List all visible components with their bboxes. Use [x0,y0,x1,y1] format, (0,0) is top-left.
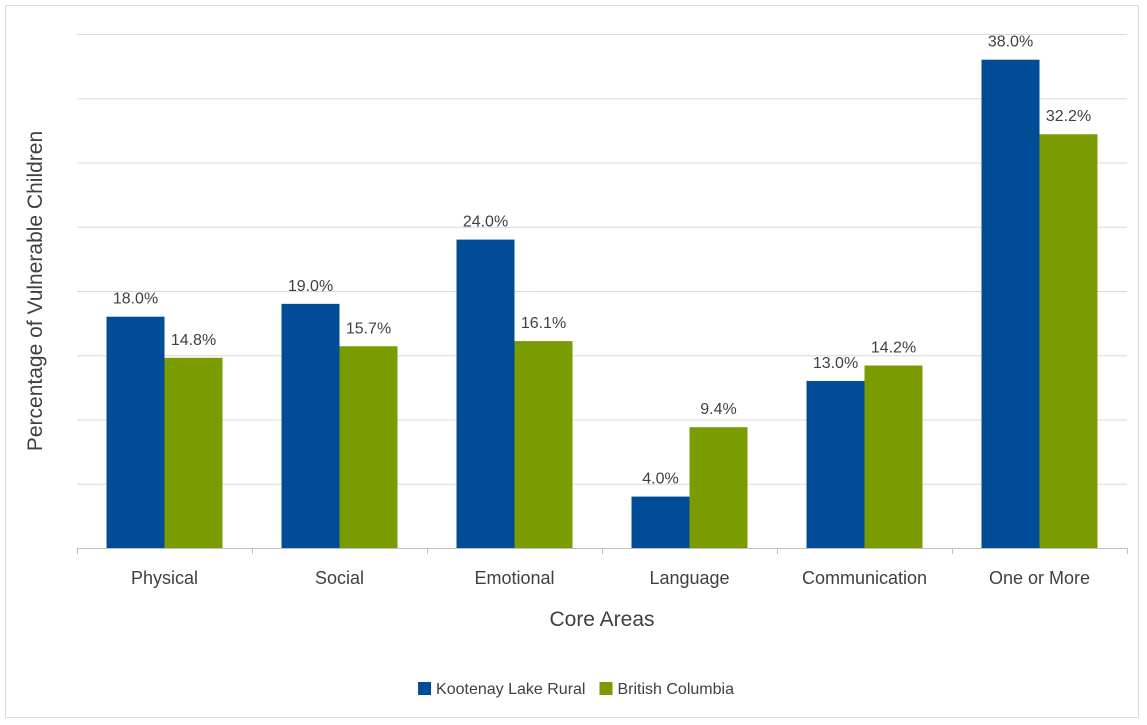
bar [281,303,340,548]
data-label: 14.8% [171,332,216,349]
data-label: 13.0% [813,355,858,372]
bar-chart: 18.0% 14.8% 19.0% 15.7% 24.0% 16.1% 4.0% 9.4% 13… [24,34,1128,698]
legend-label: Kootenay Lake Rural [436,681,585,698]
x-tick-label: Language [649,568,729,588]
legend-swatch [418,682,432,695]
y-gridlines [77,34,1127,485]
data-label: 32.2% [1046,108,1091,125]
x-tick-label: Social [315,568,364,588]
bar [864,365,923,548]
data-label: 16.1% [521,315,566,332]
x-tick-label: Communication [802,568,927,588]
legend-swatch [599,682,613,695]
bars [106,59,1098,549]
legend-item: British Columbia [599,681,734,698]
data-label: 15.7% [346,320,391,337]
x-tick-label: One or More [989,568,1090,588]
legend-label: British Columbia [617,681,734,698]
legend-item: Kootenay Lake Rural [418,681,585,698]
y-axis-title: Percentage of Vulnerable Children [24,131,47,451]
data-label: 18.0% [113,291,158,308]
bar [106,316,165,548]
data-label: 9.4% [700,401,736,418]
x-tick-labels: Physical Social Emotional Language Communica… [131,568,1090,588]
data-label: 14.2% [871,340,916,357]
bar [689,427,748,548]
bar [1039,134,1098,549]
x-axis [77,548,1128,554]
chart-container: 18.0% 14.8% 19.0% 15.7% 24.0% 16.1% 4.0% 9.4% 13… [5,5,1139,718]
x-axis-title: Core Areas [549,608,654,631]
bar [806,380,865,548]
bar [164,357,223,548]
x-tick-label: Emotional [474,568,554,588]
bar [631,496,690,548]
bar [456,239,515,548]
data-label: 4.0% [642,471,678,488]
legend: Kootenay Lake Rural British Columbia [418,681,734,698]
bar [981,59,1040,548]
data-label: 19.0% [288,278,333,295]
data-labels: 18.0% 14.8% 19.0% 15.7% 24.0% 16.1% 4.0% 9.4% 13… [113,34,1091,488]
bar [514,341,573,548]
bar [339,346,398,548]
x-tick-label: Physical [131,568,198,588]
data-label: 38.0% [988,34,1033,51]
data-label: 24.0% [463,214,508,231]
